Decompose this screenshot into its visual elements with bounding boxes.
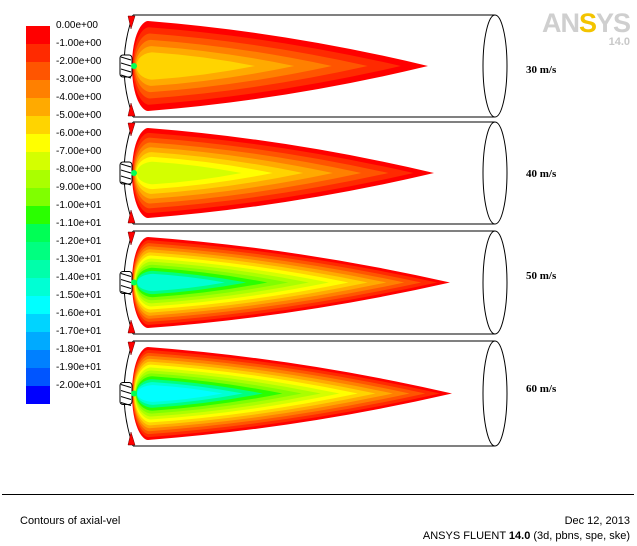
legend-tick-label: -4.00e+00 [56, 92, 102, 103]
legend-tick-label: -9.00e+00 [56, 182, 102, 193]
panel-label-30: 30 m/s [526, 64, 557, 76]
legend-swatch [26, 80, 50, 98]
contour-band [136, 52, 256, 80]
panel-label-50: 50 m/s [526, 270, 557, 282]
legend-tick-label: -1.70e+01 [56, 326, 102, 337]
legend-swatch [26, 296, 50, 314]
legend-tick-label: -1.80e+01 [56, 344, 102, 355]
legend-tick-label: -1.40e+01 [56, 272, 102, 283]
legend-tick-label: -1.00e+01 [56, 200, 102, 211]
legend-swatch [26, 134, 50, 152]
logo-version: 14.0 [608, 36, 630, 48]
footer-date: Dec 12, 2013 [564, 515, 630, 527]
legend-tick-label: 0.00e+00 [56, 20, 98, 31]
contour-panel [119, 230, 508, 335]
ansys-logo: ANSYS 14.0 [540, 8, 632, 48]
logo-wordmark: ANSYS [541, 8, 631, 38]
inlet-jet-top [127, 231, 136, 246]
footer-bar: Contours of axial-vel Dec 12, 2013 ANSYS… [2, 494, 634, 545]
legend-tick-label: -1.00e+00 [56, 38, 102, 49]
contour-panel [119, 340, 508, 447]
inlet-jet-top [127, 122, 136, 137]
legend-swatch [26, 224, 50, 242]
legend-swatch [26, 152, 50, 170]
legend-tick-label: -1.10e+01 [56, 218, 102, 229]
contour-caption: Contours of axial-vel [20, 515, 121, 527]
legend-swatch [26, 116, 50, 134]
inlet-jet-bottom [127, 431, 136, 446]
legend-swatch [26, 332, 50, 350]
legend-tick-label: -7.00e+00 [56, 146, 102, 157]
legend-swatch [26, 170, 50, 188]
cylinder-outlet [482, 14, 508, 118]
inlet-jet-bottom [127, 209, 136, 224]
legend-tick-label: -1.30e+01 [56, 254, 102, 265]
contour-plot-area [119, 14, 508, 447]
legend-swatch [26, 44, 50, 62]
swirler-hub-icon [119, 382, 137, 406]
contour-band [136, 161, 242, 185]
legend-swatch [26, 26, 50, 44]
inlet-jet-top [127, 341, 136, 356]
legend-tick-label: -2.00e+01 [56, 380, 102, 391]
cylinder-outlet [482, 121, 508, 225]
legend-tick-label: -1.20e+01 [56, 236, 102, 247]
legend-swatch [26, 386, 50, 404]
swirler-hub-icon [119, 271, 137, 295]
cylinder-outlet [482, 340, 508, 447]
legend-swatch [26, 98, 50, 116]
legend-swatch [26, 206, 50, 224]
inlet-jet-bottom [127, 319, 136, 334]
legend-tick-label: -6.00e+00 [56, 128, 102, 139]
legend-swatch [26, 260, 50, 278]
legend-tick-label: -1.60e+01 [56, 308, 102, 319]
legend-swatch [26, 350, 50, 368]
cylinder-edge [133, 121, 495, 225]
legend-tick-label: -8.00e+00 [56, 164, 102, 175]
swirler-hub-icon [119, 161, 137, 186]
legend-tick-label: -1.90e+01 [56, 362, 102, 373]
legend-swatch [26, 314, 50, 332]
legend-tick-label: -1.50e+01 [56, 290, 102, 301]
footer-product: ANSYS FLUENT 14.0 (3d, pbns, spe, ske) [422, 530, 630, 542]
legend-tick-label: -3.00e+00 [56, 74, 102, 85]
contour-band [137, 385, 223, 402]
legend-swatch [26, 368, 50, 386]
cylinder-edge [133, 230, 495, 335]
cylinder-edge [133, 14, 495, 118]
cylinder-outlet [482, 230, 508, 335]
inlet-jet-bottom [127, 102, 136, 117]
swirler-hub-icon [119, 54, 137, 79]
inlet-jet-top [127, 15, 136, 30]
contour-panel [119, 121, 508, 225]
panel-label-40: 40 m/s [526, 168, 557, 180]
legend-swatch [26, 242, 50, 260]
legend-swatch [26, 278, 50, 296]
legend-tick-label: -5.00e+00 [56, 110, 102, 121]
contour-band [137, 273, 225, 292]
contour-panel [119, 14, 508, 118]
legend-tick-label: -2.00e+00 [56, 56, 102, 67]
panel-label-60: 60 m/s [526, 383, 557, 395]
cylinder-edge [133, 340, 495, 447]
legend-swatch [26, 62, 50, 80]
legend-swatch [26, 188, 50, 206]
